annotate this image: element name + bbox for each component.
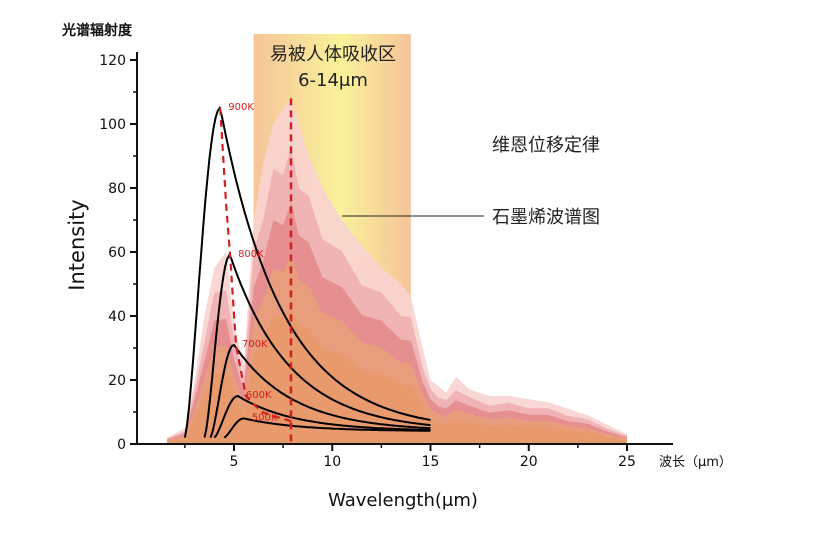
axes: 0 20 40 60 80 100 120 5 10 15 20 25 [99,52,673,470]
y-tick-label-100: 100 [99,117,126,133]
wien-curve [219,107,294,423]
wien-displacement-line [219,98,294,444]
blackbody-curves: 900K 800K 700K 600K 500K [183,102,431,439]
curve-900K [183,105,431,438]
y-axis-label: Intensity [65,199,89,290]
graphene-spectrum-annotation: 石墨烯波谱图 [492,207,600,228]
curve-600K [213,394,431,439]
series-label-600K: 600K [246,390,272,401]
x-tick-label-10: 10 [323,454,341,470]
x-tick-label-20: 20 [520,454,538,470]
band-title: 易被人体吸收区 [270,44,396,65]
series-label-800K: 800K [238,249,264,260]
y-tick-label-60: 60 [108,245,126,261]
y-tick-label-20: 20 [108,373,126,389]
x-tick-label-5: 5 [230,454,239,470]
x-axis-unit-label: 波长（μm） [659,455,732,470]
curve-700K [209,344,431,438]
y-axis-caption: 光谱辐射度 [61,22,133,39]
series-label-900K: 900K [228,102,254,113]
wien-law-annotation: 维恩位移定律 [492,135,600,156]
x-axis-label: Wavelength(μm) [328,490,478,511]
y-tick-label-120: 120 [99,53,126,69]
spectrum-layer-5 [167,305,627,444]
y-tick-label-40: 40 [108,309,126,325]
y-tick-label-80: 80 [108,181,126,197]
series-label-700K: 700K [242,339,268,350]
y-tick-label-0: 0 [117,437,126,453]
curve-800K [203,254,431,438]
x-tick-label-25: 25 [618,454,636,470]
series-label-500K: 500K [252,412,278,423]
x-tick-label-15: 15 [422,454,440,470]
curve-500K [223,417,431,439]
band-range: 6-14μm [298,70,368,91]
